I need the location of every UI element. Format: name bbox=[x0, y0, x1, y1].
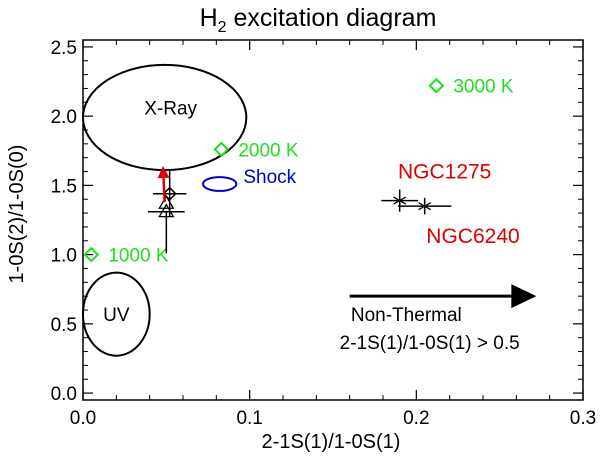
x-tick-label: 0.0 bbox=[70, 408, 96, 429]
nonthermal-arrow-head bbox=[511, 284, 537, 309]
chart-title: H2 excitation diagram bbox=[200, 4, 437, 36]
region-label-uv: UV bbox=[103, 305, 130, 326]
regions: X-Ray UV Shock bbox=[82, 63, 297, 357]
galaxy-asterisk-marker bbox=[418, 202, 432, 211]
measurement-triangle-marker bbox=[158, 195, 175, 209]
measurement-diamond-marker bbox=[162, 186, 177, 201]
region-label-x-ray: X-Ray bbox=[144, 99, 197, 120]
plot-frame bbox=[82, 39, 584, 401]
region-uv-ellipse bbox=[82, 271, 151, 357]
thermal-model-label: 1000 K bbox=[108, 246, 169, 267]
y-tick-label: 0.0 bbox=[51, 384, 77, 405]
x-tick-label: 0.3 bbox=[570, 408, 596, 429]
y-axis-ticks: 0.0 0.5 1.0 1.5 2.0 2.5 bbox=[51, 38, 583, 405]
y-tick-label: 2.0 bbox=[51, 107, 77, 128]
galaxy-label-ngc1275: NGC1275 bbox=[398, 161, 491, 184]
plot-border bbox=[82, 39, 584, 401]
thermal-model-marker bbox=[83, 246, 100, 263]
title-rest: excitation diagram bbox=[227, 4, 437, 32]
y-tick-label: 1.5 bbox=[51, 176, 77, 197]
galaxy-asterisk-marker bbox=[393, 196, 407, 205]
galaxy-label-ngc6240: NGC6240 bbox=[426, 225, 519, 248]
title-main: H bbox=[200, 4, 218, 32]
x-axis-label: 2-1S(1)/1-0S(1) bbox=[262, 431, 401, 453]
y-tick-label: 1.0 bbox=[51, 246, 77, 267]
red-arrow-shaft bbox=[162, 177, 166, 203]
red-arrow-head bbox=[157, 166, 170, 179]
region-shock-ellipse bbox=[202, 176, 238, 192]
thermal-model-marker bbox=[428, 77, 445, 94]
thermal-models: 1000 K 2000 K 3000 K bbox=[83, 77, 514, 267]
x-tick-label: 0.2 bbox=[403, 408, 429, 429]
y-tick-label: 2.5 bbox=[51, 38, 77, 59]
title-subscript: 2 bbox=[218, 19, 227, 36]
thermal-model-marker bbox=[213, 141, 230, 158]
measurement-triangle-marker bbox=[158, 203, 175, 218]
measurements bbox=[148, 166, 187, 254]
thermal-model-label: 2000 K bbox=[238, 140, 299, 161]
y-axis-label: 1-0S(2)/1-0S(0) bbox=[6, 145, 28, 284]
galaxies: NGC1275 NGC6240 bbox=[381, 161, 520, 248]
nonthermal-annotation: Non-Thermal 2-1S(1)/1-0S(1) > 0.5 bbox=[340, 284, 537, 354]
y-tick-label: 0.5 bbox=[51, 315, 77, 336]
nonthermal-criterion: 2-1S(1)/1-0S(1) > 0.5 bbox=[340, 333, 520, 354]
thermal-model-label: 3000 K bbox=[453, 77, 514, 98]
nonthermal-label: Non-Thermal bbox=[351, 305, 462, 326]
region-label-shock: Shock bbox=[243, 167, 296, 188]
x-tick-label: 0.1 bbox=[236, 408, 262, 429]
x-axis-ticks: 0.0 0.1 0.2 0.3 bbox=[70, 40, 596, 429]
